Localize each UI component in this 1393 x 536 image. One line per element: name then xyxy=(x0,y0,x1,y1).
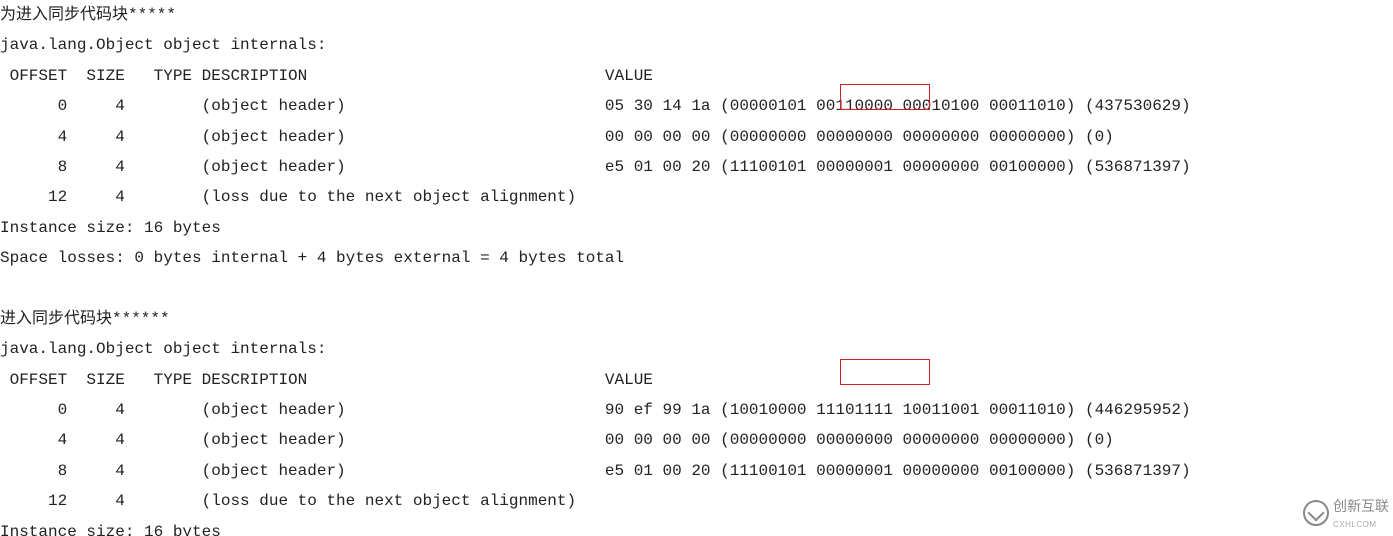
watermark-text: 创新互联 xyxy=(1333,493,1389,520)
watermark-logo-icon xyxy=(1303,500,1329,526)
watermark: 创新互联 CXHLCOM xyxy=(1303,493,1389,532)
console-output: 为进入同步代码块***** java.lang.Object object in… xyxy=(0,0,1393,536)
